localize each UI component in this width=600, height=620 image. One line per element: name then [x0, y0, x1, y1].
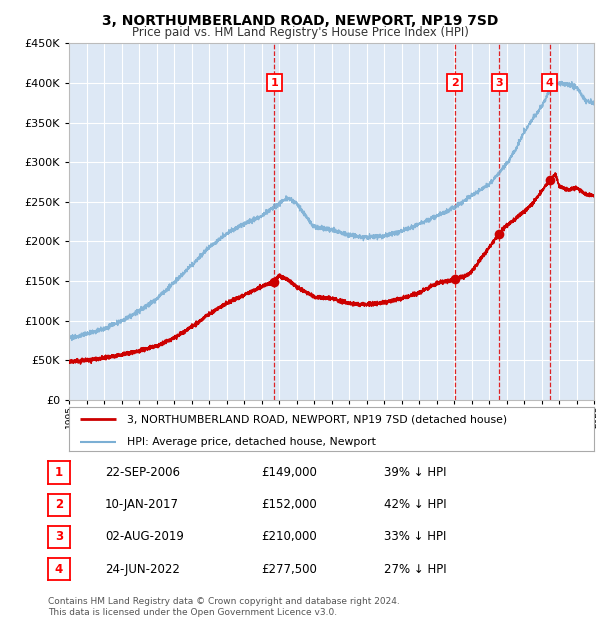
Text: 1: 1 [55, 466, 63, 479]
Text: Contains HM Land Registry data © Crown copyright and database right 2024.
This d: Contains HM Land Registry data © Crown c… [48, 598, 400, 617]
Text: 1: 1 [270, 78, 278, 87]
Text: 42% ↓ HPI: 42% ↓ HPI [384, 498, 446, 511]
Text: 3: 3 [55, 531, 63, 543]
Text: Price paid vs. HM Land Registry's House Price Index (HPI): Price paid vs. HM Land Registry's House … [131, 26, 469, 39]
Text: 3, NORTHUMBERLAND ROAD, NEWPORT, NP19 7SD: 3, NORTHUMBERLAND ROAD, NEWPORT, NP19 7S… [102, 14, 498, 28]
Text: £152,000: £152,000 [261, 498, 317, 511]
Text: £277,500: £277,500 [261, 563, 317, 575]
Text: £210,000: £210,000 [261, 531, 317, 543]
Text: 10-JAN-2017: 10-JAN-2017 [105, 498, 179, 511]
Text: 27% ↓ HPI: 27% ↓ HPI [384, 563, 446, 575]
Text: 2: 2 [451, 78, 458, 87]
Text: 02-AUG-2019: 02-AUG-2019 [105, 531, 184, 543]
Text: 3, NORTHUMBERLAND ROAD, NEWPORT, NP19 7SD (detached house): 3, NORTHUMBERLAND ROAD, NEWPORT, NP19 7S… [127, 414, 507, 424]
Text: 3: 3 [496, 78, 503, 87]
Text: 4: 4 [55, 563, 63, 575]
Text: 22-SEP-2006: 22-SEP-2006 [105, 466, 180, 479]
Text: HPI: Average price, detached house, Newport: HPI: Average price, detached house, Newp… [127, 436, 376, 446]
Text: £149,000: £149,000 [261, 466, 317, 479]
Text: 24-JUN-2022: 24-JUN-2022 [105, 563, 180, 575]
Text: 33% ↓ HPI: 33% ↓ HPI [384, 531, 446, 543]
Text: 4: 4 [546, 78, 554, 87]
Text: 2: 2 [55, 498, 63, 511]
Text: 39% ↓ HPI: 39% ↓ HPI [384, 466, 446, 479]
